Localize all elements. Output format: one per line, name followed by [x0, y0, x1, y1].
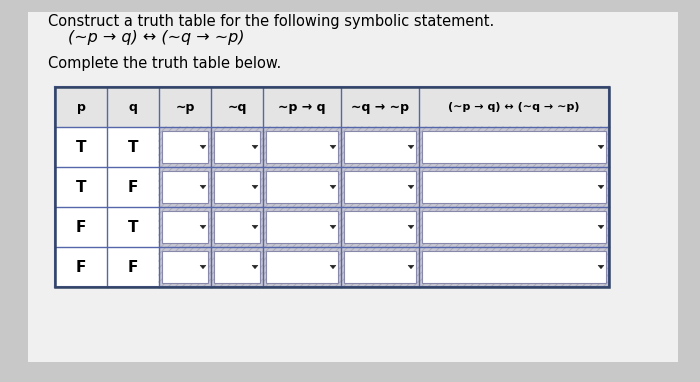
Bar: [214, 251, 260, 283]
Polygon shape: [598, 145, 604, 149]
Bar: [266, 171, 338, 203]
Bar: [266, 211, 338, 243]
Bar: [263, 247, 341, 287]
Bar: [211, 247, 263, 287]
Polygon shape: [200, 265, 206, 269]
Text: (∼p → q) ↔ (∼q → ∼p): (∼p → q) ↔ (∼q → ∼p): [448, 102, 580, 112]
Bar: [266, 251, 338, 283]
Polygon shape: [408, 225, 414, 229]
Text: F: F: [128, 180, 138, 194]
Text: (∼p → q) ↔ (∼q → ∼p): (∼p → q) ↔ (∼q → ∼p): [68, 30, 244, 45]
Bar: [162, 211, 208, 243]
Polygon shape: [200, 185, 206, 189]
Text: ∼p: ∼p: [175, 100, 195, 113]
Polygon shape: [330, 265, 336, 269]
Bar: [419, 167, 609, 207]
Bar: [159, 167, 211, 207]
Polygon shape: [252, 145, 258, 149]
Bar: [263, 127, 341, 167]
Polygon shape: [252, 265, 258, 269]
Bar: [55, 87, 609, 287]
Bar: [162, 251, 208, 283]
Bar: [55, 87, 609, 127]
Bar: [341, 207, 419, 247]
Bar: [159, 247, 211, 287]
Polygon shape: [200, 145, 206, 149]
Bar: [159, 127, 211, 167]
Bar: [341, 167, 419, 207]
Text: Complete the truth table below.: Complete the truth table below.: [48, 56, 281, 71]
Text: T: T: [76, 139, 86, 154]
Bar: [422, 171, 606, 203]
Bar: [162, 171, 208, 203]
Polygon shape: [598, 185, 604, 189]
Text: T: T: [76, 180, 86, 194]
Bar: [162, 131, 208, 163]
Polygon shape: [252, 185, 258, 189]
Text: p: p: [76, 100, 85, 113]
Bar: [341, 127, 419, 167]
Text: Construct a truth table for the following symbolic statement.: Construct a truth table for the followin…: [48, 14, 494, 29]
Text: q: q: [129, 100, 137, 113]
Polygon shape: [200, 225, 206, 229]
Bar: [344, 211, 416, 243]
Text: ∼q: ∼q: [228, 100, 246, 113]
Bar: [344, 131, 416, 163]
Bar: [159, 207, 211, 247]
Text: F: F: [76, 220, 86, 235]
Bar: [263, 207, 341, 247]
Polygon shape: [408, 185, 414, 189]
Text: T: T: [127, 139, 139, 154]
Bar: [422, 211, 606, 243]
Polygon shape: [598, 225, 604, 229]
Text: F: F: [76, 259, 86, 275]
Bar: [341, 247, 419, 287]
Polygon shape: [330, 145, 336, 149]
Bar: [211, 127, 263, 167]
Polygon shape: [408, 265, 414, 269]
Bar: [344, 251, 416, 283]
Bar: [422, 131, 606, 163]
Polygon shape: [330, 225, 336, 229]
Bar: [344, 171, 416, 203]
Bar: [214, 131, 260, 163]
Bar: [263, 167, 341, 207]
Bar: [419, 247, 609, 287]
FancyBboxPatch shape: [28, 12, 678, 362]
Text: F: F: [128, 259, 138, 275]
Bar: [266, 131, 338, 163]
Bar: [211, 167, 263, 207]
Bar: [211, 207, 263, 247]
Bar: [214, 171, 260, 203]
Polygon shape: [598, 265, 604, 269]
Polygon shape: [408, 145, 414, 149]
Text: T: T: [127, 220, 139, 235]
Polygon shape: [330, 185, 336, 189]
Bar: [419, 127, 609, 167]
Bar: [55, 87, 609, 287]
Bar: [419, 207, 609, 247]
Bar: [214, 211, 260, 243]
Text: ∼p → q: ∼p → q: [279, 100, 326, 113]
Bar: [422, 251, 606, 283]
Text: ∼q → ∼p: ∼q → ∼p: [351, 100, 409, 113]
Polygon shape: [252, 225, 258, 229]
